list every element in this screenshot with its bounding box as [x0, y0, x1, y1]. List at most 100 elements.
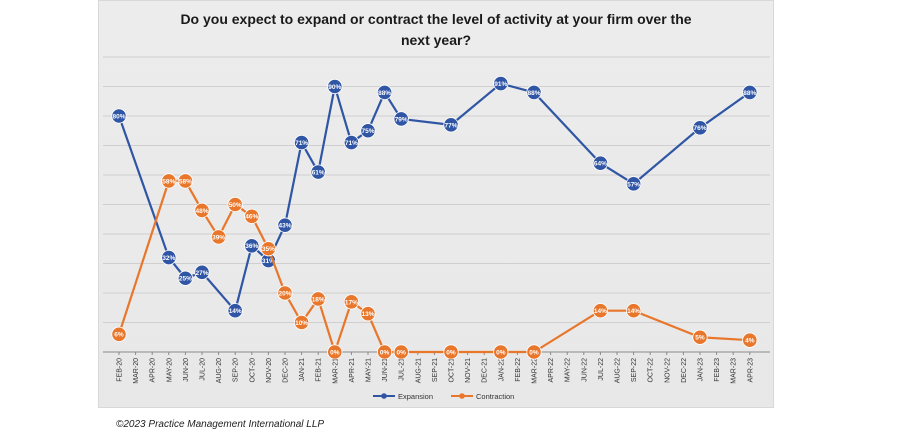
- series-layer: 80%32%25%27%14%36%31%43%71%61%90%71%75%8…: [111, 75, 758, 360]
- contraction-point: [293, 314, 310, 331]
- expansion-data-label: 91%: [494, 81, 507, 88]
- contraction-point: [343, 294, 359, 310]
- expansion-point: [443, 117, 459, 133]
- x-tick-label: DEC-21: [482, 358, 489, 383]
- contraction-data-label: 0%: [446, 349, 456, 356]
- expansion-data-label: 76%: [693, 125, 706, 132]
- contraction-data-label: 10%: [295, 320, 308, 327]
- contraction-data-label: 50%: [229, 202, 242, 209]
- x-tick-label: FEB-21: [316, 358, 323, 382]
- chart-title: Do you expect to expand or contract the …: [98, 9, 774, 51]
- contraction-point: [227, 196, 243, 213]
- x-tick-label: MAR-21: [332, 358, 339, 384]
- expansion-data-label: 80%: [112, 113, 125, 120]
- expansion-point: [393, 111, 409, 127]
- contraction-line: [117, 179, 750, 354]
- expansion-point: [244, 238, 260, 254]
- expansion-point: [360, 123, 376, 139]
- x-tick-label: AUG-21: [415, 358, 422, 383]
- contraction-data-label: 58%: [179, 178, 192, 185]
- contraction-point: [360, 306, 376, 322]
- x-tick-label: MAY-20: [166, 358, 173, 382]
- contraction-data-label: 20%: [278, 290, 291, 297]
- contraction-point: [310, 291, 326, 307]
- x-tick-label: DEC-22: [681, 358, 688, 383]
- x-tick-label: DEC-20: [283, 358, 290, 383]
- expansion-data-label: 32%: [162, 255, 175, 262]
- x-tick-label: MAR-23: [731, 358, 738, 384]
- expansion-point: [177, 270, 193, 286]
- x-tick-label: APR-23: [747, 358, 754, 383]
- expansion-data-label: 61%: [312, 169, 325, 176]
- contraction-data-label: 46%: [245, 214, 258, 221]
- contraction-data-label: 48%: [195, 208, 208, 215]
- contraction-point: [194, 202, 210, 218]
- x-tick-label: AUG-20: [216, 358, 223, 383]
- x-tick-label: JAN-22: [498, 358, 505, 381]
- x-tick-label: APR-22: [548, 358, 555, 383]
- contraction-point: [393, 344, 409, 360]
- contraction-point: [211, 229, 227, 245]
- legend-item-contraction: Contraction: [451, 392, 514, 401]
- x-tick-label: JUN-21: [382, 358, 389, 382]
- expansion-data-label: 31%: [262, 258, 275, 265]
- x-tick-label: OCT-20: [249, 358, 256, 383]
- legend-swatch-marker: [381, 393, 387, 399]
- x-tick-label: FEB-20: [117, 358, 124, 382]
- gridlines: [103, 56, 770, 323]
- series-expansion: 80%32%25%27%14%36%31%43%71%61%90%71%75%8…: [111, 75, 758, 319]
- x-tick-label: JUL-22: [598, 358, 605, 381]
- contraction-data-label: 39%: [212, 234, 225, 241]
- contraction-point: [161, 173, 177, 189]
- contraction-point: [111, 326, 127, 342]
- expansion-data-label: 36%: [245, 243, 258, 250]
- expansion-data-label: 77%: [444, 122, 457, 129]
- x-tick-label: OCT-21: [449, 358, 456, 383]
- contraction-data-label: 6%: [114, 332, 124, 339]
- x-tick-label: NOV-21: [465, 358, 472, 383]
- x-tick-label: NOV-22: [664, 358, 671, 383]
- contraction-point: [376, 344, 393, 360]
- legend-label: Expansion: [398, 392, 433, 401]
- expansion-data-label: 57%: [627, 181, 640, 188]
- expansion-point: [277, 217, 293, 233]
- copyright-notice: ©2023 Practice Management International …: [116, 419, 325, 430]
- expansion-point: [327, 78, 343, 95]
- x-tick-label: APR-21: [349, 358, 356, 383]
- expansion-data-label: 25%: [179, 276, 192, 283]
- x-tick-label: AUG-22: [615, 358, 622, 383]
- chart-title-line-1: Do you expect to expand or contract the …: [180, 11, 692, 27]
- expansion-point: [161, 250, 177, 266]
- x-axis: FEB-20 MAR-20 APR-20 MAY-20 JUN-20 JUL-20 AUG-…: [103, 351, 770, 384]
- expansion-data-label: 71%: [345, 140, 358, 147]
- expansion-point: [194, 264, 210, 280]
- contraction-point: [443, 344, 459, 360]
- contraction-data-label: 17%: [345, 299, 358, 306]
- expansion-data-label: 43%: [278, 223, 291, 230]
- x-tick-label: MAY-21: [366, 358, 373, 382]
- legend-swatch-marker: [459, 393, 465, 399]
- x-tick-label: MAR-22: [532, 358, 539, 384]
- x-tick-label: SEP-21: [432, 358, 439, 382]
- contraction-data-label: 13%: [361, 311, 374, 318]
- expansion-point: [111, 108, 127, 124]
- expansion-data-label: 27%: [195, 270, 208, 277]
- contraction-point: [692, 329, 708, 345]
- contraction-point: [493, 344, 509, 360]
- x-tick-label: MAY-22: [565, 358, 572, 382]
- x-tick-label: JUL-21: [399, 358, 406, 381]
- expansion-point: [625, 176, 642, 192]
- contraction-point: [177, 173, 193, 189]
- series-contraction: 6% 58% 58% 48% 39% 50%46% 35% 20% 10% 18% 0% 17%13%…: [111, 173, 758, 360]
- expansion-point: [293, 134, 310, 151]
- x-tick-label: FEB-22: [515, 358, 522, 382]
- contraction-data-label: 4%: [745, 338, 755, 345]
- x-tick-label: SEP-22: [631, 358, 638, 382]
- legend-label: Contraction: [476, 392, 514, 401]
- contraction-point: [260, 241, 276, 257]
- expansion-point: [526, 84, 542, 101]
- x-tick-label: OCT-22: [648, 358, 655, 383]
- expansion-data-label: 90%: [328, 84, 341, 91]
- contraction-data-label: 0%: [330, 349, 340, 356]
- expansion-point: [227, 303, 243, 319]
